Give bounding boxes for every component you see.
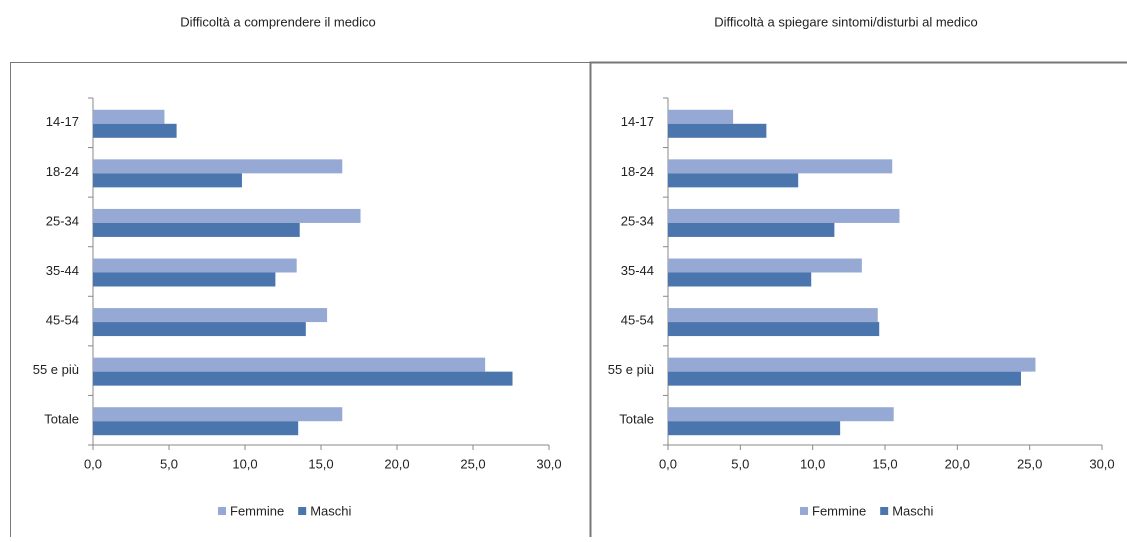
bar — [93, 259, 297, 273]
x-tick-label: 5,0 — [160, 456, 178, 471]
y-tick-label: 35-44 — [621, 263, 654, 278]
bar — [668, 407, 894, 421]
bar — [668, 322, 879, 336]
y-tick-label: 45-54 — [46, 313, 79, 328]
y-tick-label: 55 e più — [608, 362, 654, 377]
y-tick-label: 18-24 — [46, 164, 79, 179]
legend-label: Maschi — [310, 503, 351, 518]
x-tick-label: 20,0 — [945, 456, 970, 471]
x-tick-label: 10,0 — [800, 456, 825, 471]
chart-title: Difficoltà a comprendere il medico — [180, 14, 376, 29]
x-tick-label: 20,0 — [384, 456, 409, 471]
y-tick-label: 35-44 — [46, 263, 79, 278]
x-tick-label: 25,0 — [460, 456, 485, 471]
bar — [668, 223, 834, 237]
y-tick-label: Totale — [44, 412, 79, 427]
bar — [93, 273, 275, 287]
x-tick-label: 15,0 — [872, 456, 897, 471]
bar — [668, 372, 1021, 386]
legend-label: Femmine — [230, 503, 284, 518]
y-tick-label: 14-17 — [46, 114, 79, 129]
bar — [93, 159, 342, 173]
legend-swatch — [800, 507, 808, 515]
bar — [93, 110, 164, 124]
x-tick-label: 25,0 — [1017, 456, 1042, 471]
bar — [668, 209, 899, 223]
y-tick-label: 25-34 — [46, 213, 79, 228]
bar — [668, 173, 798, 187]
y-tick-label: 45-54 — [621, 313, 654, 328]
legend-swatch — [880, 507, 888, 515]
x-tick-label: 10,0 — [232, 456, 257, 471]
bar — [93, 372, 513, 386]
y-tick-label: 55 e più — [33, 362, 79, 377]
bar — [93, 322, 306, 336]
bar — [93, 407, 342, 421]
y-tick-label: 18-24 — [621, 164, 654, 179]
x-tick-label: 0,0 — [659, 456, 677, 471]
bar — [668, 421, 840, 435]
y-tick-label: Totale — [619, 412, 654, 427]
legend-label: Femmine — [812, 503, 866, 518]
legend-swatch — [218, 507, 226, 515]
x-tick-label: 15,0 — [308, 456, 333, 471]
bar — [93, 124, 177, 138]
bar — [93, 421, 298, 435]
bar — [93, 209, 361, 223]
x-tick-label: 0,0 — [84, 456, 102, 471]
x-tick-label: 30,0 — [536, 456, 561, 471]
bar — [668, 159, 892, 173]
bar — [668, 124, 766, 138]
bar — [93, 308, 327, 322]
bar — [93, 358, 485, 372]
x-tick-label: 30,0 — [1089, 456, 1114, 471]
bar — [668, 308, 878, 322]
bar — [668, 259, 862, 273]
bar — [668, 273, 811, 287]
bar — [93, 173, 242, 187]
legend-label: Maschi — [892, 503, 933, 518]
y-tick-label: 14-17 — [621, 114, 654, 129]
bar — [668, 110, 733, 124]
legend-swatch — [298, 507, 306, 515]
chart-title: Difficoltà a spiegare sintomi/disturbi a… — [714, 14, 978, 29]
bar — [93, 223, 300, 237]
x-tick-label: 5,0 — [731, 456, 749, 471]
bar — [668, 358, 1035, 372]
y-tick-label: 25-34 — [621, 213, 654, 228]
